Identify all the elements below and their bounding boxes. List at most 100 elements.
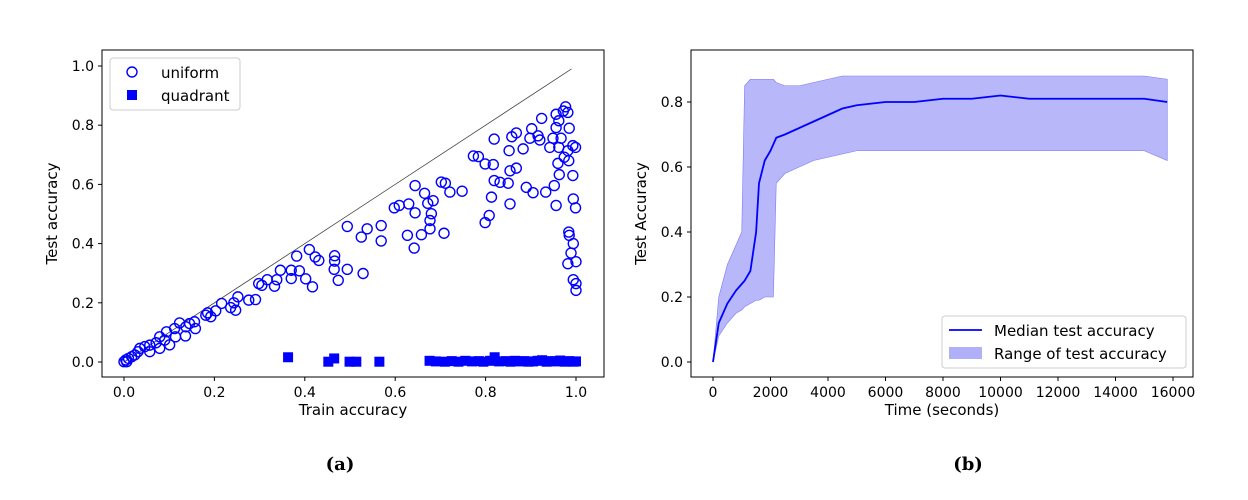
uniform-point: [467, 150, 480, 162]
y-tick-label: 1.0: [72, 59, 94, 75]
uniform-point: [506, 131, 518, 143]
uniform-point: [341, 220, 353, 233]
x-tick-label: 0.4: [294, 385, 316, 401]
x-tick-label: 1.0: [565, 385, 587, 401]
uniform-point: [502, 177, 514, 189]
legend-median-label: Median test accuracy: [994, 322, 1155, 340]
x-tick-label: 16000: [1151, 385, 1196, 401]
x-tick-label: 10000: [978, 385, 1023, 401]
panel-b-line: 0 2000 4000 6000 8000 10000 12000 14000 16000 0.0…: [632, 49, 1196, 419]
uniform-point: [200, 309, 212, 321]
uniform-point: [215, 297, 228, 310]
uniform-point: [535, 112, 548, 125]
uniform-point: [494, 176, 506, 189]
quadrant-point: [424, 355, 435, 366]
uniform-point: [567, 169, 579, 182]
uniform-point: [562, 258, 574, 270]
uniform-point: [205, 311, 217, 323]
quadrant-point: [351, 356, 362, 367]
uniform-point: [361, 223, 373, 235]
legend-frame: [109, 57, 241, 111]
uniform-point: [567, 237, 579, 250]
uniform-point: [424, 214, 436, 227]
quadrant-point: [329, 353, 340, 364]
uniform-point: [403, 198, 415, 210]
uniform-point: [510, 162, 523, 174]
x-tick-label: 12000: [1036, 385, 1081, 401]
uniform-point: [328, 255, 341, 267]
uniform-point: [520, 181, 532, 194]
uniform-point: [553, 115, 565, 127]
uniform-point: [438, 227, 450, 239]
quadrant-point: [430, 356, 441, 367]
uniform-point: [569, 141, 582, 154]
uniform-point: [558, 151, 570, 163]
y-tick-label: 0.4: [72, 237, 94, 253]
x-tick-label: 0.6: [384, 385, 406, 401]
quadrant-point: [344, 356, 355, 367]
uniform-point: [456, 185, 468, 197]
uniform-point: [479, 216, 491, 229]
uniform-point: [418, 187, 431, 199]
uniform-point: [487, 158, 499, 171]
uniform-point: [328, 250, 341, 262]
median-line: [712, 94, 1168, 363]
uniform-point: [357, 267, 369, 280]
identity-line: [123, 68, 572, 363]
x-tick-label: 14000: [1093, 385, 1138, 401]
x-axis-label: Time (seconds): [884, 401, 1000, 419]
y-tick-label: 0.6: [72, 177, 94, 193]
uniform-point: [408, 242, 420, 254]
y-tick-label: 0.8: [661, 95, 683, 111]
uniform-point: [427, 194, 439, 207]
uniform-point: [563, 122, 575, 134]
uniform-point: [293, 265, 306, 277]
legend-range-label: Range of test accuracy: [994, 345, 1167, 363]
uniform-point: [524, 132, 536, 144]
uniform-point: [309, 251, 321, 263]
panel-a-scatter: 0.0 0.2 0.4 0.6 0.8 1.0 0.0 0.2 0.4 0.6 0.8 1.0 Trai…: [43, 49, 605, 419]
legend-uniform-marker: [126, 66, 138, 78]
quadrant-point: [446, 356, 457, 367]
axes-frame: [101, 49, 605, 378]
uniform-point: [341, 263, 353, 276]
uniform-point: [485, 191, 498, 203]
uniform-point: [150, 337, 162, 349]
uniform-point: [527, 186, 539, 199]
quadrant-point: [439, 356, 450, 367]
x-tick-label: 6000: [868, 385, 904, 401]
quadrant-point: [374, 356, 385, 367]
uniform-point: [472, 150, 485, 163]
legend: uniform quadrant: [109, 57, 241, 111]
y-tick-label: 0.0: [661, 355, 683, 371]
axes-frame: [690, 49, 1194, 378]
uniform-point: [274, 264, 287, 276]
uniform-point: [409, 179, 421, 192]
uniform-point: [557, 105, 570, 117]
uniform-point: [504, 198, 516, 210]
uniform-point: [201, 307, 214, 319]
uniform-point: [550, 199, 562, 212]
quadrant-point: [283, 352, 294, 363]
uniform-point: [313, 254, 325, 267]
x-tick-label: 0.8: [474, 385, 496, 401]
uniform-point: [232, 291, 244, 303]
uniform-point: [188, 316, 201, 328]
uniform-point: [569, 202, 582, 214]
uniform-point: [163, 339, 176, 351]
legend-quadrant-label: quadrant: [161, 87, 230, 105]
x-axis-label: Train accuracy: [298, 401, 408, 419]
uniform-point: [503, 144, 515, 157]
uniform-point: [355, 231, 367, 243]
uniform-point: [548, 179, 561, 192]
uniform-point: [303, 243, 316, 256]
uniform-point: [256, 279, 268, 292]
y-tick-label: 0.4: [661, 225, 683, 241]
x-tick-label: 0.2: [203, 385, 225, 401]
uniform-point: [562, 106, 574, 119]
uniform-point: [144, 345, 156, 358]
uniform-point: [169, 331, 182, 343]
uniform-point: [180, 321, 192, 333]
legend-quadrant-marker: [127, 90, 137, 100]
range-band: [712, 75, 1168, 363]
